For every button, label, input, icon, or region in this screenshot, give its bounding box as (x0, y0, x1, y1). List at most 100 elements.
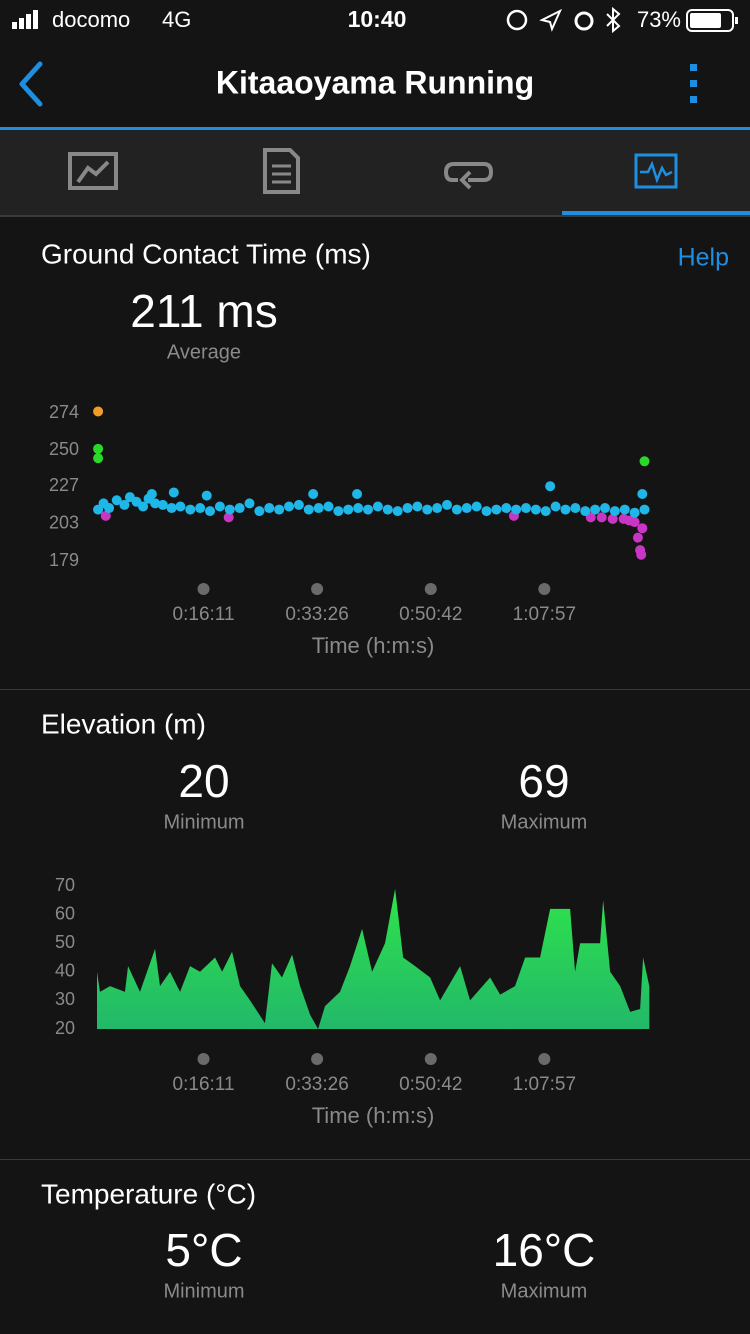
alarm-icon (574, 11, 594, 31)
x-tick-label: 0:50:42 (399, 604, 462, 625)
data-point (274, 504, 285, 515)
x-tick-label: 1:07:57 (513, 1074, 576, 1095)
x-tick-mark (538, 1053, 551, 1065)
x-tick-mark (197, 1053, 210, 1065)
tab-icon (443, 162, 494, 182)
back-button[interactable] (19, 61, 43, 107)
data-point (540, 506, 551, 517)
stat-value: 20 (178, 755, 229, 807)
data-point (146, 489, 157, 500)
elevation-area (97, 888, 650, 1029)
data-point (501, 503, 512, 514)
lock-icon (506, 9, 528, 31)
stat-value: 5°C (165, 1224, 242, 1276)
data-point (545, 481, 556, 492)
charts-tab[interactable] (634, 153, 678, 189)
y-tick-label: 30 (55, 989, 75, 1009)
help-link[interactable]: Help (678, 244, 729, 272)
data-point (353, 503, 364, 514)
data-point (111, 495, 122, 506)
data-point (402, 503, 413, 514)
data-point (481, 506, 492, 517)
more-button[interactable] (690, 64, 697, 103)
y-tick-label: 50 (55, 932, 75, 952)
data-point (201, 490, 212, 501)
x-tick-label: 0:16:11 (173, 1074, 235, 1095)
tab-icon (68, 152, 118, 190)
data-point (264, 503, 275, 514)
menu-dot (690, 80, 697, 87)
map-tab[interactable] (68, 152, 118, 190)
data-point (632, 532, 643, 543)
data-point (303, 504, 314, 515)
battery-percent: 73% (637, 7, 681, 32)
network: 4G (162, 7, 191, 32)
data-point (157, 499, 168, 510)
x-axis-title: Time (h:m:s) (312, 1103, 435, 1128)
battery-level (690, 13, 721, 28)
data-point (560, 504, 571, 515)
x-tick-mark (311, 583, 324, 595)
data-point (166, 503, 177, 514)
data-point (609, 506, 620, 517)
x-tick-label: 0:33:26 (285, 1074, 348, 1095)
x-tick-label: 0:16:11 (173, 604, 235, 625)
clock: 10:40 (348, 6, 407, 32)
data-point (234, 503, 245, 514)
section-divider (0, 1159, 750, 1160)
stat-value: 69 (518, 755, 569, 807)
data-point (382, 504, 393, 515)
data-point (293, 499, 304, 510)
data-point (244, 498, 255, 509)
tab-icon (634, 153, 678, 189)
data-point (363, 504, 374, 515)
data-point (93, 453, 104, 464)
data-point (580, 506, 591, 517)
y-tick-label: 20 (55, 1018, 75, 1038)
data-point (607, 513, 618, 524)
section-title: Ground Contact Time (ms) (41, 238, 371, 269)
bluetooth-icon (606, 6, 621, 34)
data-point (323, 501, 334, 512)
data-point (150, 498, 161, 509)
y-tick-label: 40 (55, 961, 75, 981)
laps-tab[interactable] (443, 162, 494, 190)
data-point (308, 489, 319, 500)
data-point (471, 501, 482, 512)
summary-tab[interactable] (263, 148, 300, 194)
x-tick-mark (197, 583, 210, 595)
x-tick-mark (424, 583, 437, 595)
data-point (254, 506, 265, 517)
data-point (422, 504, 433, 515)
data-point (93, 443, 104, 454)
data-point (432, 503, 443, 514)
tab-divider (0, 215, 750, 217)
status-bar: docomo 4G 10:40 73% (12, 6, 738, 34)
tab-icon-detail (272, 164, 291, 184)
data-point (491, 504, 502, 515)
data-point (138, 501, 149, 512)
y-tick-label: 179 (49, 550, 79, 570)
data-point (451, 504, 462, 515)
data-point (637, 489, 648, 500)
data-point (619, 504, 630, 515)
data-point (596, 512, 607, 523)
section-divider (0, 689, 750, 690)
y-tick-label: 250 (49, 439, 79, 459)
header-divider (0, 127, 750, 130)
x-tick-mark (538, 583, 551, 595)
tab-icon (263, 148, 300, 194)
data-point (461, 503, 472, 514)
data-point (590, 504, 601, 515)
data-point (119, 499, 130, 510)
data-point (313, 503, 324, 514)
data-point (521, 503, 532, 514)
signal-bar (19, 18, 24, 29)
data-point (343, 504, 354, 515)
x-tick-label: 1:07:57 (513, 604, 576, 625)
x-tick-mark (311, 1053, 324, 1065)
stat-value: 16°C (493, 1224, 596, 1276)
